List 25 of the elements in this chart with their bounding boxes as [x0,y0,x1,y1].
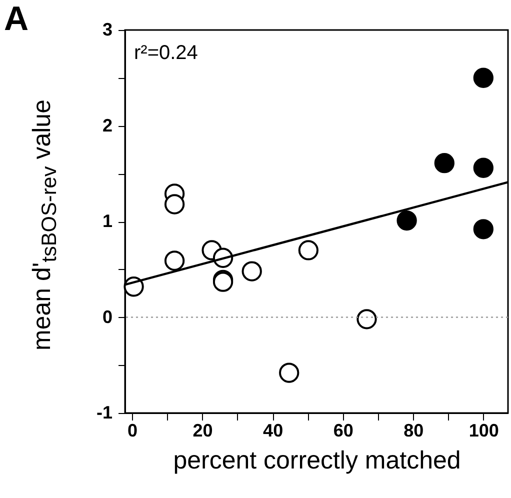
x-tick-label: 80 [404,420,424,440]
point [356,309,377,330]
point [473,219,494,240]
x-tick-label: 100 [468,420,499,440]
point [473,68,494,88]
point [279,362,300,383]
x-tick-label: 40 [263,420,284,440]
point [434,153,454,174]
y-tick-label: -1 [96,402,112,422]
point [396,210,417,231]
x-tick-label: 20 [192,420,213,440]
point [298,240,318,260]
y-tick-label: 0 [102,306,112,327]
x-tick-label: 0 [128,420,138,440]
point [164,250,185,271]
point [473,158,494,178]
y-tick-label: 1 [102,211,112,231]
annotation: r²=0.24 [134,42,198,65]
x-axis-title: percent correctly matched [173,446,461,474]
point [242,261,262,282]
x-tick-label: 60 [333,420,354,440]
point [164,194,185,214]
text: A [4,0,29,39]
y-tick-label: 3 [102,20,112,40]
y-tick-label: 2 [102,115,112,136]
